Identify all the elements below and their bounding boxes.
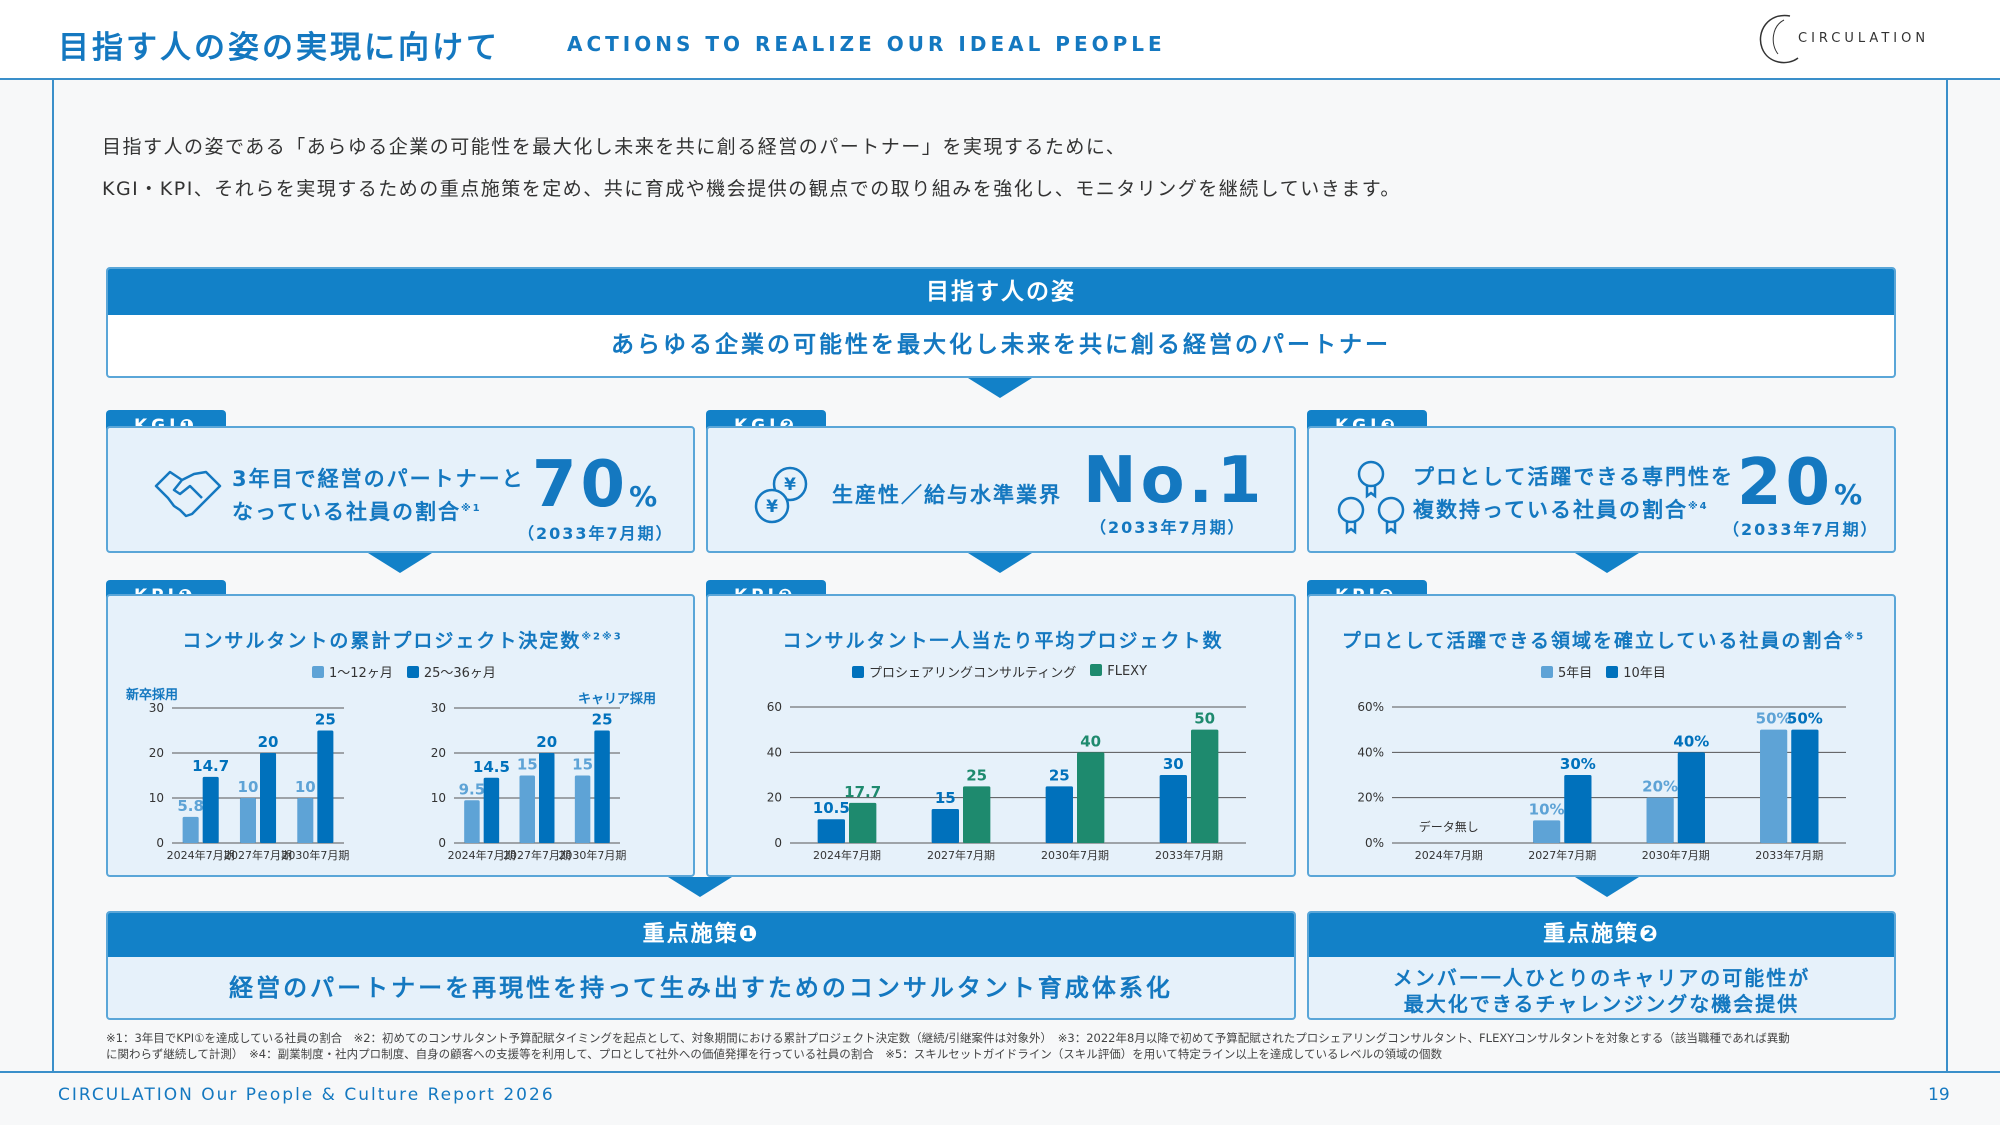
vision-text: あらゆる企業の可能性を最大化し未来を共に創る経営のパートナー — [611, 332, 1391, 358]
kpi-1-sub-right: キャリア採用 — [578, 692, 657, 707]
legend-label: 1〜12ヶ月 — [329, 666, 393, 681]
yen-coins-icon: ¥¥ — [754, 466, 808, 524]
legend-label: FLEXY — [1107, 664, 1148, 679]
kpi-1-box: コンサルタントの累計プロジェクト決定数※2※3 1〜12ヶ月 25〜36ヶ月 新… — [106, 594, 695, 877]
handshake-icon — [154, 470, 222, 518]
kpi-1-note: ※2※3 — [581, 631, 623, 643]
kpi-2-legend: プロシェアリングコンサルティング FLEXY — [852, 662, 1147, 681]
action-1-text: 経営のパートナーを再現性を持って生み出すためのコンサルタント育成体系化 — [229, 974, 1173, 1002]
action-1-box: 重点施策❶ 経営のパートナーを再現性を持って生み出すためのコンサルタント育成体系… — [106, 911, 1296, 1020]
kpi-2-box: コンサルタント一人当たり平均プロジェクト数 プロシェアリングコンサルティング F… — [706, 594, 1296, 877]
kpi-1-legend: 1〜12ヶ月 25〜36ヶ月 — [312, 662, 496, 681]
legend-swatch — [1090, 664, 1103, 676]
vision-box: 目指す人の姿 あらゆる企業の可能性を最大化し未来を共に創る経営のパートナー — [106, 267, 1896, 378]
header — [0, 0, 2000, 80]
kgi-3-value: 20 — [1737, 446, 1835, 520]
kgi-1-text-2: なっている社員の割合 — [232, 500, 461, 524]
circulation-logo — [1759, 14, 1799, 64]
legend-label: プロシェアリングコンサルティング — [869, 666, 1077, 681]
kgi-1-period: （2033年7月期） — [518, 524, 674, 543]
svg-text:¥: ¥ — [784, 475, 796, 495]
kpi-3-title: プロとして活躍できる領域を確立している社員の割合 — [1341, 630, 1845, 652]
kpi-3-box: プロとして活躍できる領域を確立している社員の割合※5 5年目 10年目 — [1307, 594, 1896, 877]
footer-text: CIRCULATION Our People & Culture Report … — [58, 1085, 555, 1105]
kgi-2-value: No.1 — [1083, 444, 1266, 518]
kgi-1-text-1: 3年目で経営のパートナーと — [232, 467, 525, 491]
legend-swatch — [1541, 666, 1553, 678]
kgi-1-box: 3年目で経営のパートナーと なっている社員の割合※1 70% （2033年7月期） — [106, 426, 695, 553]
arrow-down — [968, 378, 1032, 398]
medals-icon — [1337, 460, 1405, 535]
kpi-1-title: コンサルタントの累計プロジェクト決定数 — [182, 630, 582, 652]
legend-label: 5年目 — [1558, 666, 1593, 681]
frame-left — [52, 80, 54, 1072]
intro-line-2: KGI・KPI、それらを実現するための重点施策を定め、共に育成や機会提供の観点で… — [102, 178, 1401, 200]
kgi-1-value: 70 — [532, 448, 630, 522]
legend-swatch — [406, 666, 419, 678]
arrow-down — [1575, 553, 1639, 573]
kgi-2-box: ¥ ¥ 生産性／給与水準業界 No.1 （2033年7月期） — [706, 426, 1296, 553]
arrow-down — [368, 553, 432, 573]
kgi-2-period: （2033年7月期） — [1090, 518, 1246, 537]
page-number: 19 — [1928, 1085, 1950, 1105]
kpi-3-legend: 5年目 10年目 — [1541, 662, 1666, 681]
action-1-label: 重点施策❶ — [108, 913, 1294, 957]
kpi-2-title: コンサルタント一人当たり平均プロジェクト数 — [782, 630, 1224, 652]
action-2-text-2: 最大化できるチャレンジングな機会提供 — [1403, 992, 1800, 1016]
frame-right — [1946, 80, 1948, 1072]
page-title: 目指す人の姿の実現に向けて — [58, 30, 500, 66]
arrow-down — [1575, 877, 1639, 897]
intro-line-1: 目指す人の姿である「あらゆる企業の可能性を最大化し未来を共に創る経営のパートナー… — [102, 136, 1127, 158]
arrow-down — [968, 553, 1032, 573]
kgi-3-period: （2033年7月期） — [1723, 520, 1879, 539]
action-2-text-1: メンバー一人ひとりのキャリアの可能性が — [1392, 966, 1811, 990]
kgi-3-unit: % — [1834, 478, 1863, 511]
legend-swatch — [1606, 666, 1619, 678]
logo-text: CIRCULATION — [1798, 31, 1930, 46]
page-subtitle: ACTIONS TO REALIZE OUR IDEAL PEOPLE — [567, 32, 1166, 56]
kpi-3-note: ※5 — [1844, 631, 1866, 643]
kgi-3-text-2: 複数持っている社員の割合 — [1413, 498, 1688, 522]
footnote-2: に関わらず継続して計測） ※4：副業制度・社内プロ制度、自身の顧客への支援等を利… — [106, 1047, 1443, 1061]
kgi-3-box: プロとして活躍できる専門性を 複数持っている社員の割合※4 20% （2033年7… — [1307, 426, 1896, 553]
footer-divider — [0, 1071, 2000, 1073]
action-2-box: 重点施策❷ メンバー一人ひとりのキャリアの可能性が 最大化できるチャレンジングな… — [1307, 911, 1896, 1020]
vision-label: 目指す人の姿 — [108, 269, 1894, 315]
legend-label: 25〜36ヶ月 — [423, 666, 496, 681]
legend-swatch — [312, 666, 324, 678]
kgi-3-note: ※4 — [1687, 501, 1709, 512]
kpi-1-sub-left: 新卒採用 — [126, 688, 179, 703]
svg-text:¥: ¥ — [766, 497, 778, 517]
action-2-label: 重点施策❷ — [1309, 913, 1894, 957]
kgi-3-text-1: プロとして活躍できる専門性を — [1413, 465, 1734, 489]
legend-label: 10年目 — [1623, 666, 1666, 681]
kgi-2-text: 生産性／給与水準業界 — [832, 483, 1062, 507]
kgi-1-note: ※1 — [460, 503, 482, 514]
arrow-down — [668, 877, 732, 897]
legend-swatch — [852, 666, 864, 678]
kgi-1-unit: % — [629, 480, 658, 513]
footnote-1: ※1：3年目でKPI①を達成している社員の割合 ※2：初めてのコンサルタント予算… — [106, 1031, 1790, 1045]
